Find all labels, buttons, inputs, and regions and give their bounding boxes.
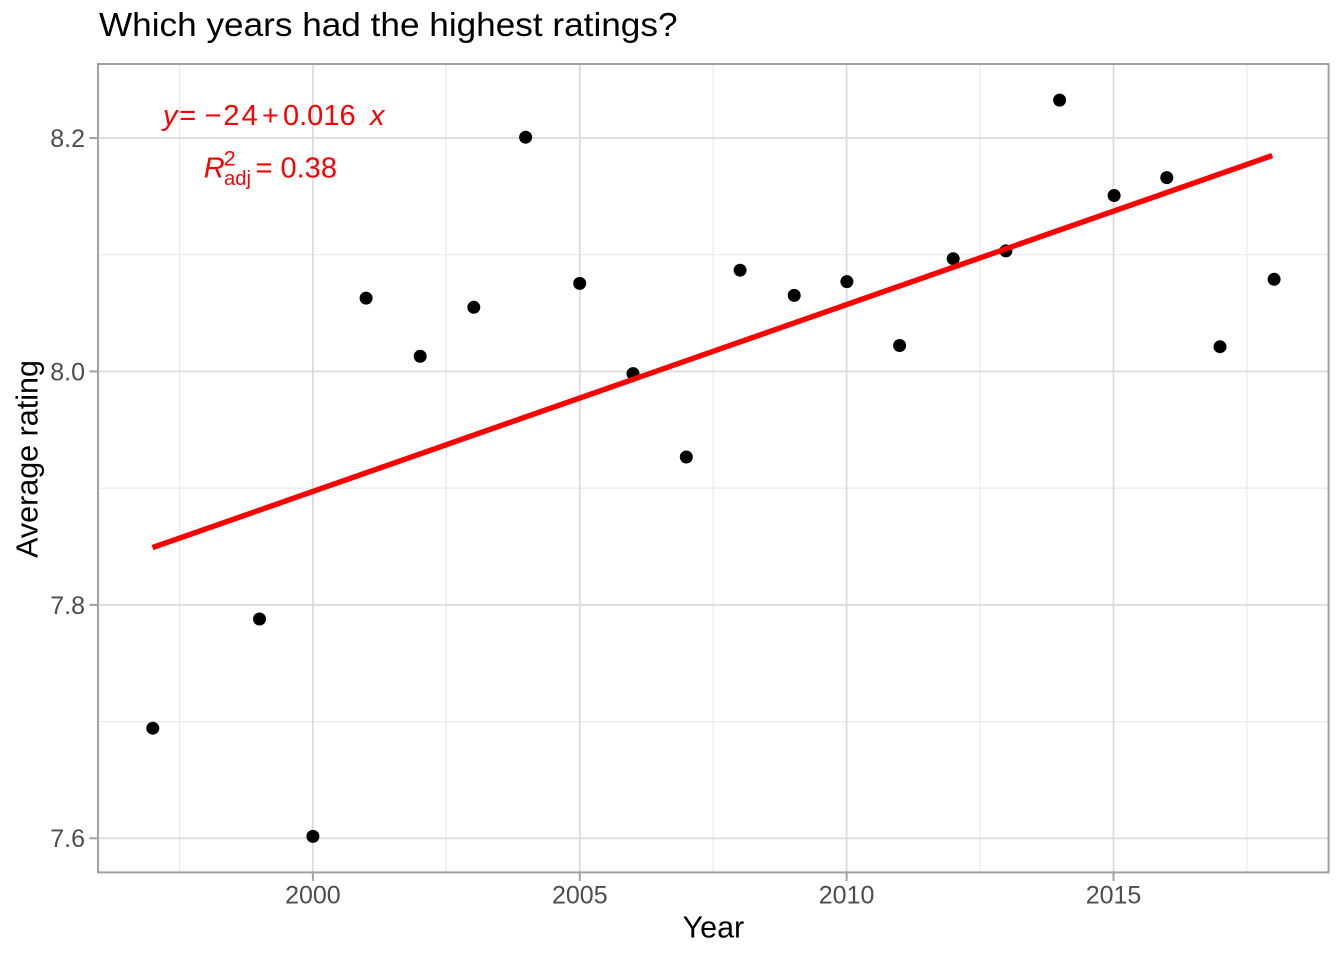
svg-text:8.2: 8.2 <box>50 125 85 153</box>
svg-text:2010: 2010 <box>819 882 875 910</box>
svg-text:Average rating: Average rating <box>11 360 45 558</box>
svg-text:2015: 2015 <box>1086 882 1142 910</box>
svg-text:2000: 2000 <box>285 882 341 910</box>
svg-text:8.0: 8.0 <box>50 358 85 386</box>
svg-text:Year: Year <box>683 911 745 945</box>
svg-text:7.8: 7.8 <box>50 592 85 620</box>
svg-text:2005: 2005 <box>552 882 608 910</box>
svg-text:Which years had the highest ra: Which years had the highest ratings? <box>99 7 678 44</box>
svg-text:7.6: 7.6 <box>50 825 85 853</box>
